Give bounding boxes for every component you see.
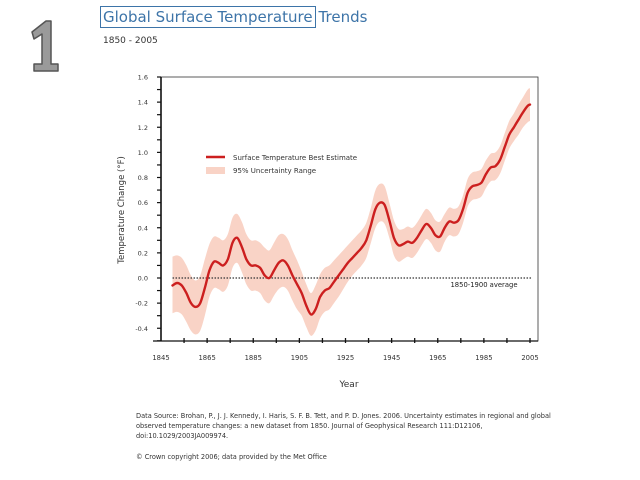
best-estimate-line — [171, 103, 532, 316]
x-tick-label: 1845 — [152, 354, 169, 362]
y-tick-label: 0.6 — [138, 199, 148, 207]
x-tick-label: 1985 — [475, 354, 492, 362]
x-tick-label: 1885 — [245, 354, 262, 362]
x-tick-label: 1945 — [383, 354, 400, 362]
legend-label-estimate: Surface Temperature Best Estimate — [233, 154, 357, 162]
subtitle: 1850 - 2005 — [103, 36, 158, 46]
plot-frame — [160, 76, 539, 342]
y-tick-label: 0.8 — [138, 174, 148, 182]
legend: Surface Temperature Best Estimate 95% Un… — [206, 154, 357, 175]
y-tick-label: -0.2 — [135, 300, 148, 308]
line-layer — [171, 103, 532, 316]
x-axis-label: Year — [338, 380, 358, 390]
axis-layer: -0.4 -0.2 0.0 0.2 0.4 0.6 0.8 1.0 1.2 1.4 1.6 1845 1… — [135, 74, 538, 363]
data-source-note: Data Source: Brohan, P., J. J. Kennedy, … — [136, 412, 551, 440]
y-tick-label: 1.6 — [138, 74, 148, 82]
title-rest: Trends — [318, 8, 368, 26]
y-tick-label: -0.4 — [135, 325, 148, 333]
y-tick-label: 0.4 — [138, 224, 148, 232]
x-tick-label: 1925 — [337, 354, 354, 362]
uncertainty-band — [172, 88, 530, 336]
legend-band-swatch — [206, 167, 225, 174]
x-tick-label: 2005 — [521, 354, 538, 362]
x-tick-label: 1865 — [198, 354, 215, 362]
slide-number-badge — [31, 20, 59, 72]
page-title: Global Surface Temperature Trends — [100, 6, 367, 28]
y-tick-label: 0.0 — [138, 275, 148, 283]
y-tick-label: 1.0 — [138, 149, 148, 157]
y-axis-label: Temperature Change (°F) — [117, 156, 127, 265]
x-tick-label: 1965 — [429, 354, 446, 362]
y-tick-label: 1.4 — [138, 99, 148, 107]
copyright-note: © Crown copyright 2006; data provided by… — [136, 453, 327, 461]
x-tick-label: 1905 — [291, 354, 308, 362]
title-boxed: Global Surface Temperature — [100, 6, 316, 28]
legend-label-uncertainty: 95% Uncertainty Range — [233, 167, 316, 175]
y-tick-label: 0.2 — [138, 249, 148, 257]
reference-layer: 1850-1900 average — [172, 277, 533, 289]
baseline-reference-label: 1850-1900 average — [450, 281, 517, 289]
y-tick-label: 1.2 — [138, 124, 148, 132]
uncertainty-band-layer — [172, 88, 530, 336]
